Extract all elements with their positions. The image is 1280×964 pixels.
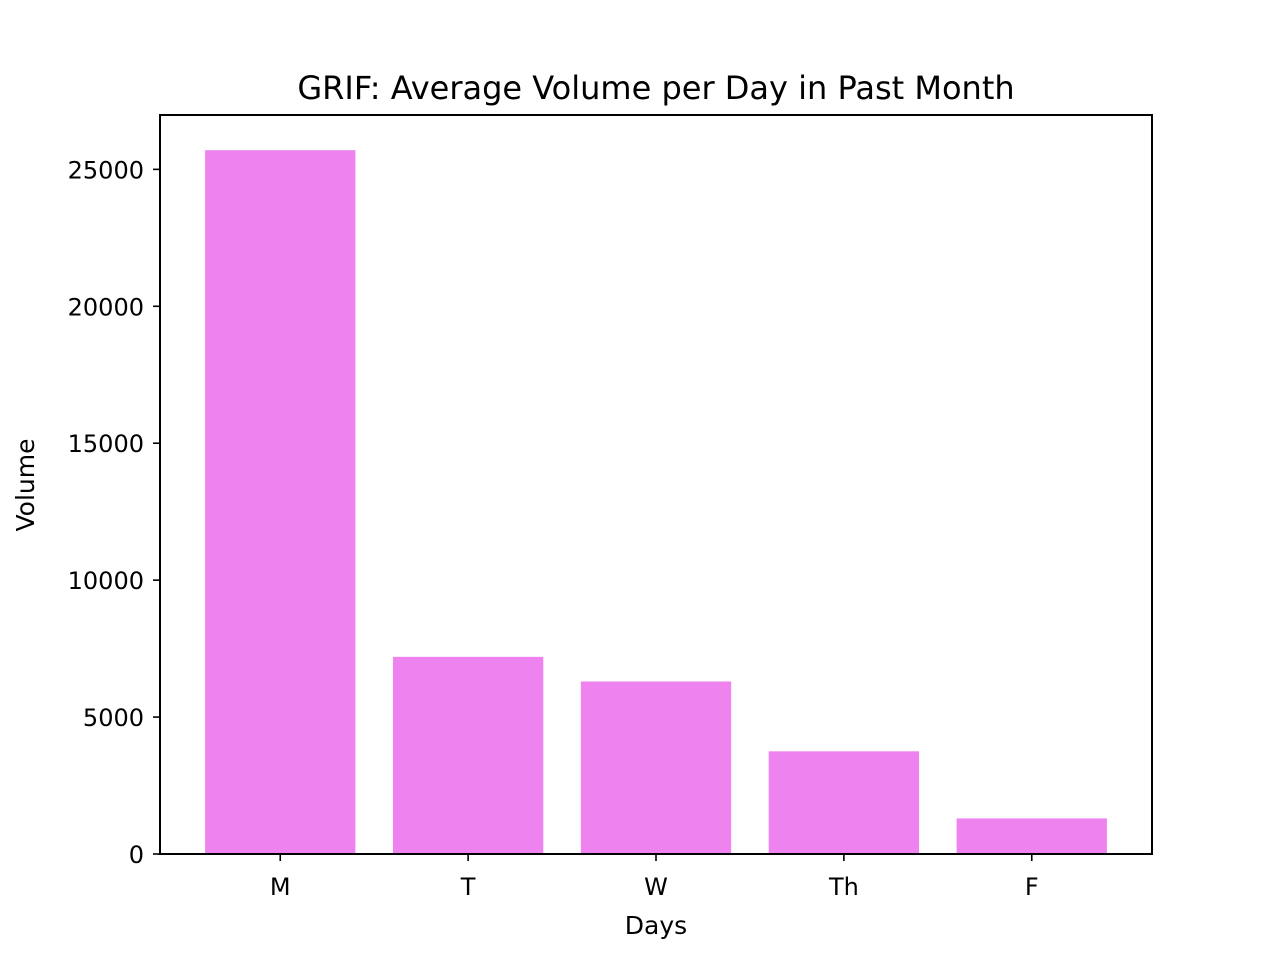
y-axis-ticks: 0 5000 10000 15000 20000 25000 [68, 156, 160, 869]
chart-title: GRIF: Average Volume per Day in Past Mon… [297, 69, 1014, 107]
x-tick-label: T [460, 873, 476, 901]
x-tick-label: W [644, 873, 668, 901]
y-tick-label: 10000 [68, 567, 144, 595]
bar-th [768, 751, 920, 854]
bars-group [205, 150, 1107, 854]
bar-m [205, 150, 356, 854]
bar-w [580, 681, 732, 854]
bar-t [392, 656, 544, 854]
y-tick-label: 15000 [68, 430, 144, 458]
y-tick-label: 0 [129, 841, 144, 869]
x-tick-label: M [270, 873, 291, 901]
x-axis-ticks: M T W Th F [270, 854, 1039, 901]
x-tick-label: Th [828, 873, 859, 901]
y-tick-label: 20000 [68, 293, 144, 321]
y-tick-label: 5000 [83, 704, 144, 732]
plot-area-frame [159, 114, 1153, 855]
x-tick-label: F [1025, 873, 1039, 901]
y-axis-label: Volume [11, 439, 40, 532]
y-tick-label: 25000 [68, 156, 144, 184]
bar-f [956, 818, 1107, 854]
x-axis-label: Days [625, 911, 687, 940]
